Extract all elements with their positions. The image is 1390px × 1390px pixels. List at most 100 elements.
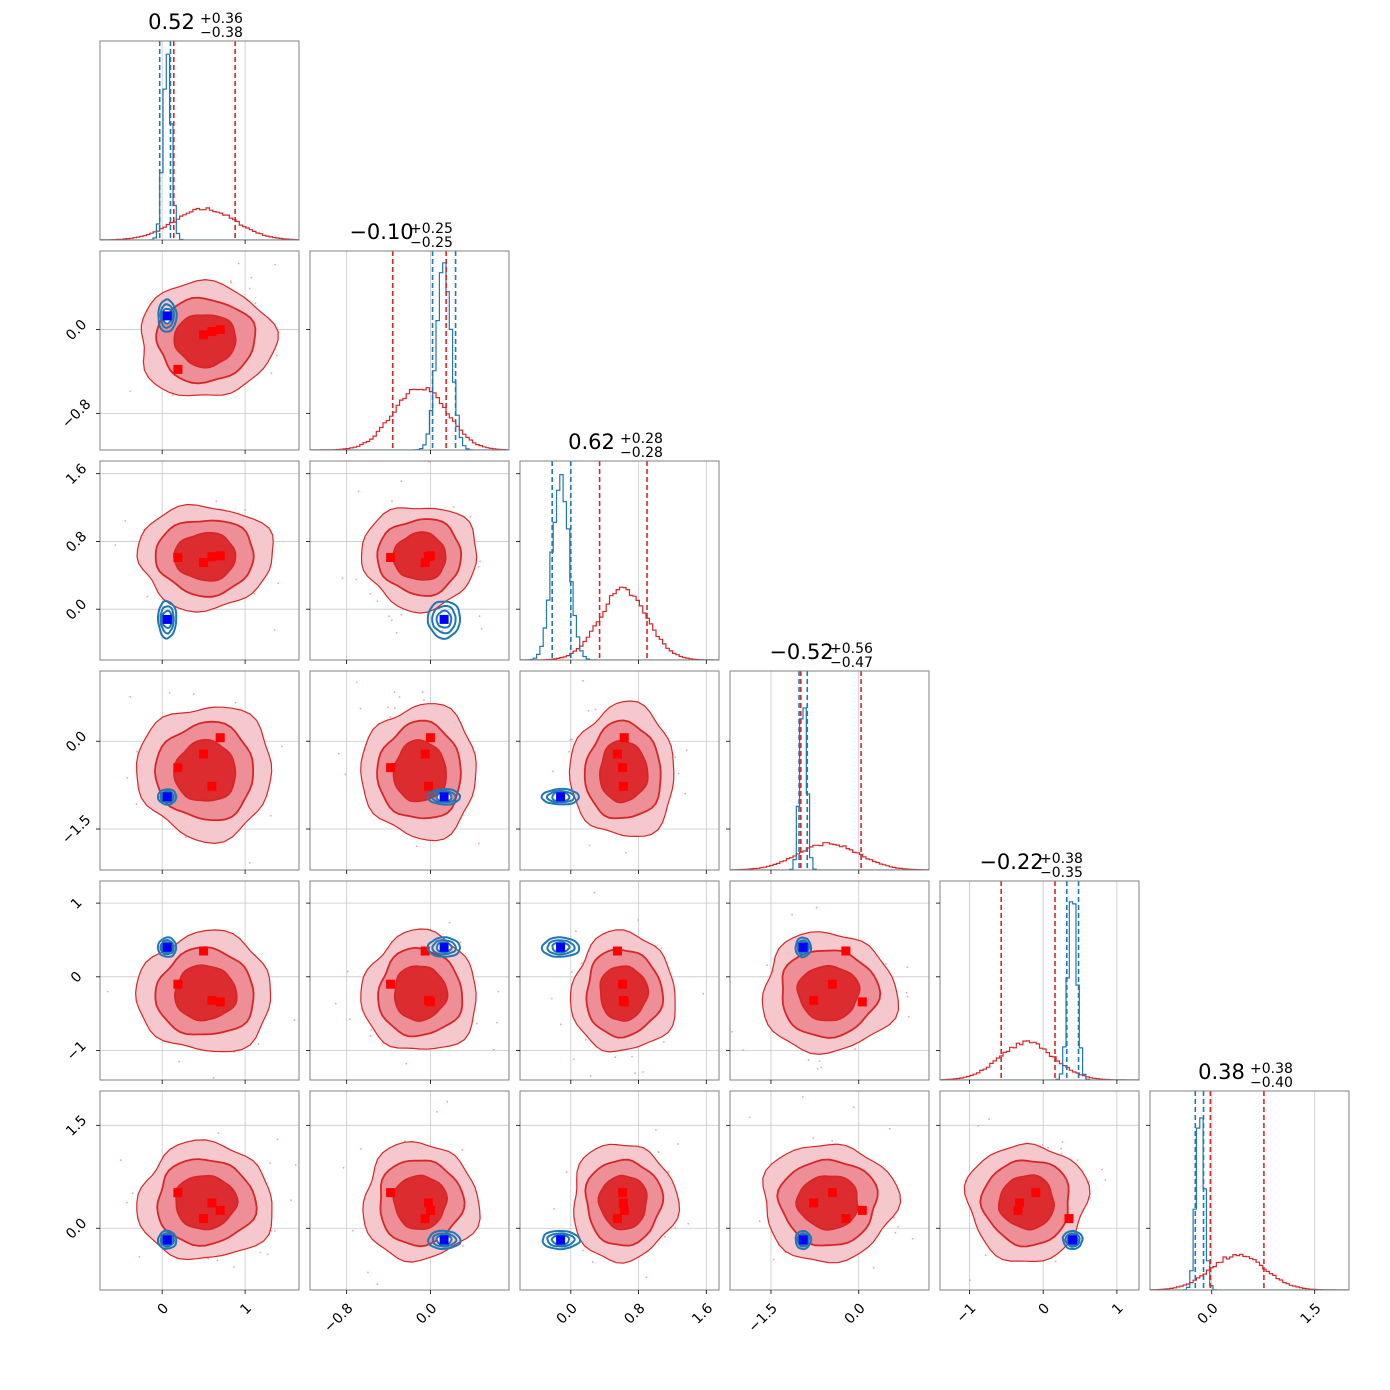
wide-contour-2: [173, 964, 238, 1022]
panel-2-0: 0.0 0.8 1.6: [63, 460, 300, 664]
y-tick-label: −1: [64, 1038, 90, 1064]
sample-dot: [398, 696, 401, 698]
sample-dot: [146, 595, 149, 598]
panel-title-plus: +0.56: [830, 641, 873, 657]
marker: [207, 327, 217, 337]
panel-content: [730, 671, 929, 870]
narrow-contour-0: [157, 599, 178, 640]
y-tick-label: 0.0: [63, 728, 90, 755]
x-tick-label: 0: [154, 1300, 172, 1318]
sample-dot: [854, 1048, 856, 1050]
wide-histogram: [100, 207, 299, 240]
sample-dot: [894, 1231, 897, 1234]
sample-dot: [550, 997, 553, 1000]
sample-dot: [212, 1076, 215, 1079]
sample-dot: [588, 844, 591, 847]
panel-title-plus: +0.36: [200, 11, 243, 27]
sample-dot: [674, 1227, 677, 1229]
marker: [841, 946, 851, 956]
panel-content: [520, 461, 719, 660]
marker: [423, 995, 433, 1005]
marker: [425, 733, 435, 743]
truth-marker: [162, 792, 172, 802]
sample-dot: [553, 1208, 555, 1210]
y-tick-label: 0.0: [63, 1215, 90, 1242]
sample-dot: [393, 707, 396, 709]
truth-marker: [556, 942, 566, 952]
sample-dot: [988, 1118, 990, 1120]
sample-dot: [571, 738, 573, 741]
panel-title: 0.52: [148, 10, 195, 34]
sample-dot: [476, 1022, 478, 1025]
narrow-contour-1: [159, 938, 175, 956]
wide-histogram: [730, 842, 929, 870]
truth-marker: [439, 614, 449, 624]
panel-5-4: −1 0 1: [936, 1090, 1140, 1326]
sample-dot: [330, 778, 332, 780]
sample-dot: [831, 1139, 833, 1142]
y-tick-label: 0.8: [63, 529, 90, 556]
sample-dot: [129, 390, 132, 393]
narrow-contour-1: [431, 790, 457, 804]
sample-dot: [645, 1276, 648, 1279]
sample-dot: [114, 544, 117, 546]
x-tick-label: 1.6: [689, 1300, 716, 1327]
sample-dot: [461, 1148, 464, 1151]
sample-dot: [497, 990, 500, 993]
marker: [420, 946, 430, 956]
narrow-contour-1: [546, 939, 576, 956]
marker: [612, 946, 622, 956]
panel-frame: [729, 880, 930, 1081]
sample-dot: [552, 770, 554, 773]
sample-dot: [138, 1256, 141, 1258]
marker: [612, 749, 622, 759]
sample-dot: [872, 1266, 875, 1269]
panel-title-minus: −0.47: [830, 655, 873, 671]
sample-dot: [684, 792, 687, 795]
marker: [618, 1188, 627, 1198]
panel-frame: [519, 670, 720, 871]
panel-1-1: −0.10+0.25−0.25: [306, 220, 510, 454]
sample-dot: [390, 619, 393, 622]
x-tick-label: 1.5: [1298, 1300, 1325, 1327]
sample-dot: [388, 615, 390, 618]
sample-dot: [233, 1266, 235, 1268]
marker: [1013, 1205, 1023, 1215]
sample-dot: [217, 1132, 220, 1135]
sample-dot: [349, 1018, 351, 1021]
sample-dot: [565, 1171, 568, 1173]
marker: [827, 979, 837, 989]
sample-dot: [441, 629, 444, 632]
narrow-contour-1: [431, 1232, 458, 1248]
x-tick-label: 0.0: [413, 1300, 440, 1327]
marker: [423, 552, 433, 562]
narrow-contour-1: [431, 939, 457, 956]
sample-dot: [215, 500, 218, 503]
sample-dot: [351, 1229, 354, 1232]
narrow-contour-0: [794, 936, 813, 959]
sample-dot: [852, 1106, 855, 1109]
marker: [173, 979, 183, 989]
sample-dot: [1047, 1146, 1049, 1149]
sample-dot: [731, 1030, 733, 1033]
marker: [857, 997, 867, 1007]
wide-histogram: [520, 586, 719, 660]
x-tick-label: 0.8: [621, 1300, 648, 1327]
sample-dot: [359, 707, 362, 710]
truth-marker: [439, 942, 449, 952]
sample-dot: [250, 276, 253, 279]
panel-3-2: [516, 670, 720, 874]
sample-dot: [393, 691, 396, 694]
panel-frame: [99, 1090, 300, 1291]
narrow-contour-1: [159, 605, 175, 635]
marker: [207, 1198, 217, 1208]
sample-dot: [685, 749, 688, 752]
marker: [857, 1205, 867, 1215]
sample-dot: [702, 992, 705, 995]
sample-dot: [230, 280, 232, 282]
marker: [199, 1214, 209, 1224]
truth-marker: [556, 792, 566, 802]
sample-dot: [1088, 1180, 1090, 1183]
sample-dot: [334, 1002, 337, 1005]
